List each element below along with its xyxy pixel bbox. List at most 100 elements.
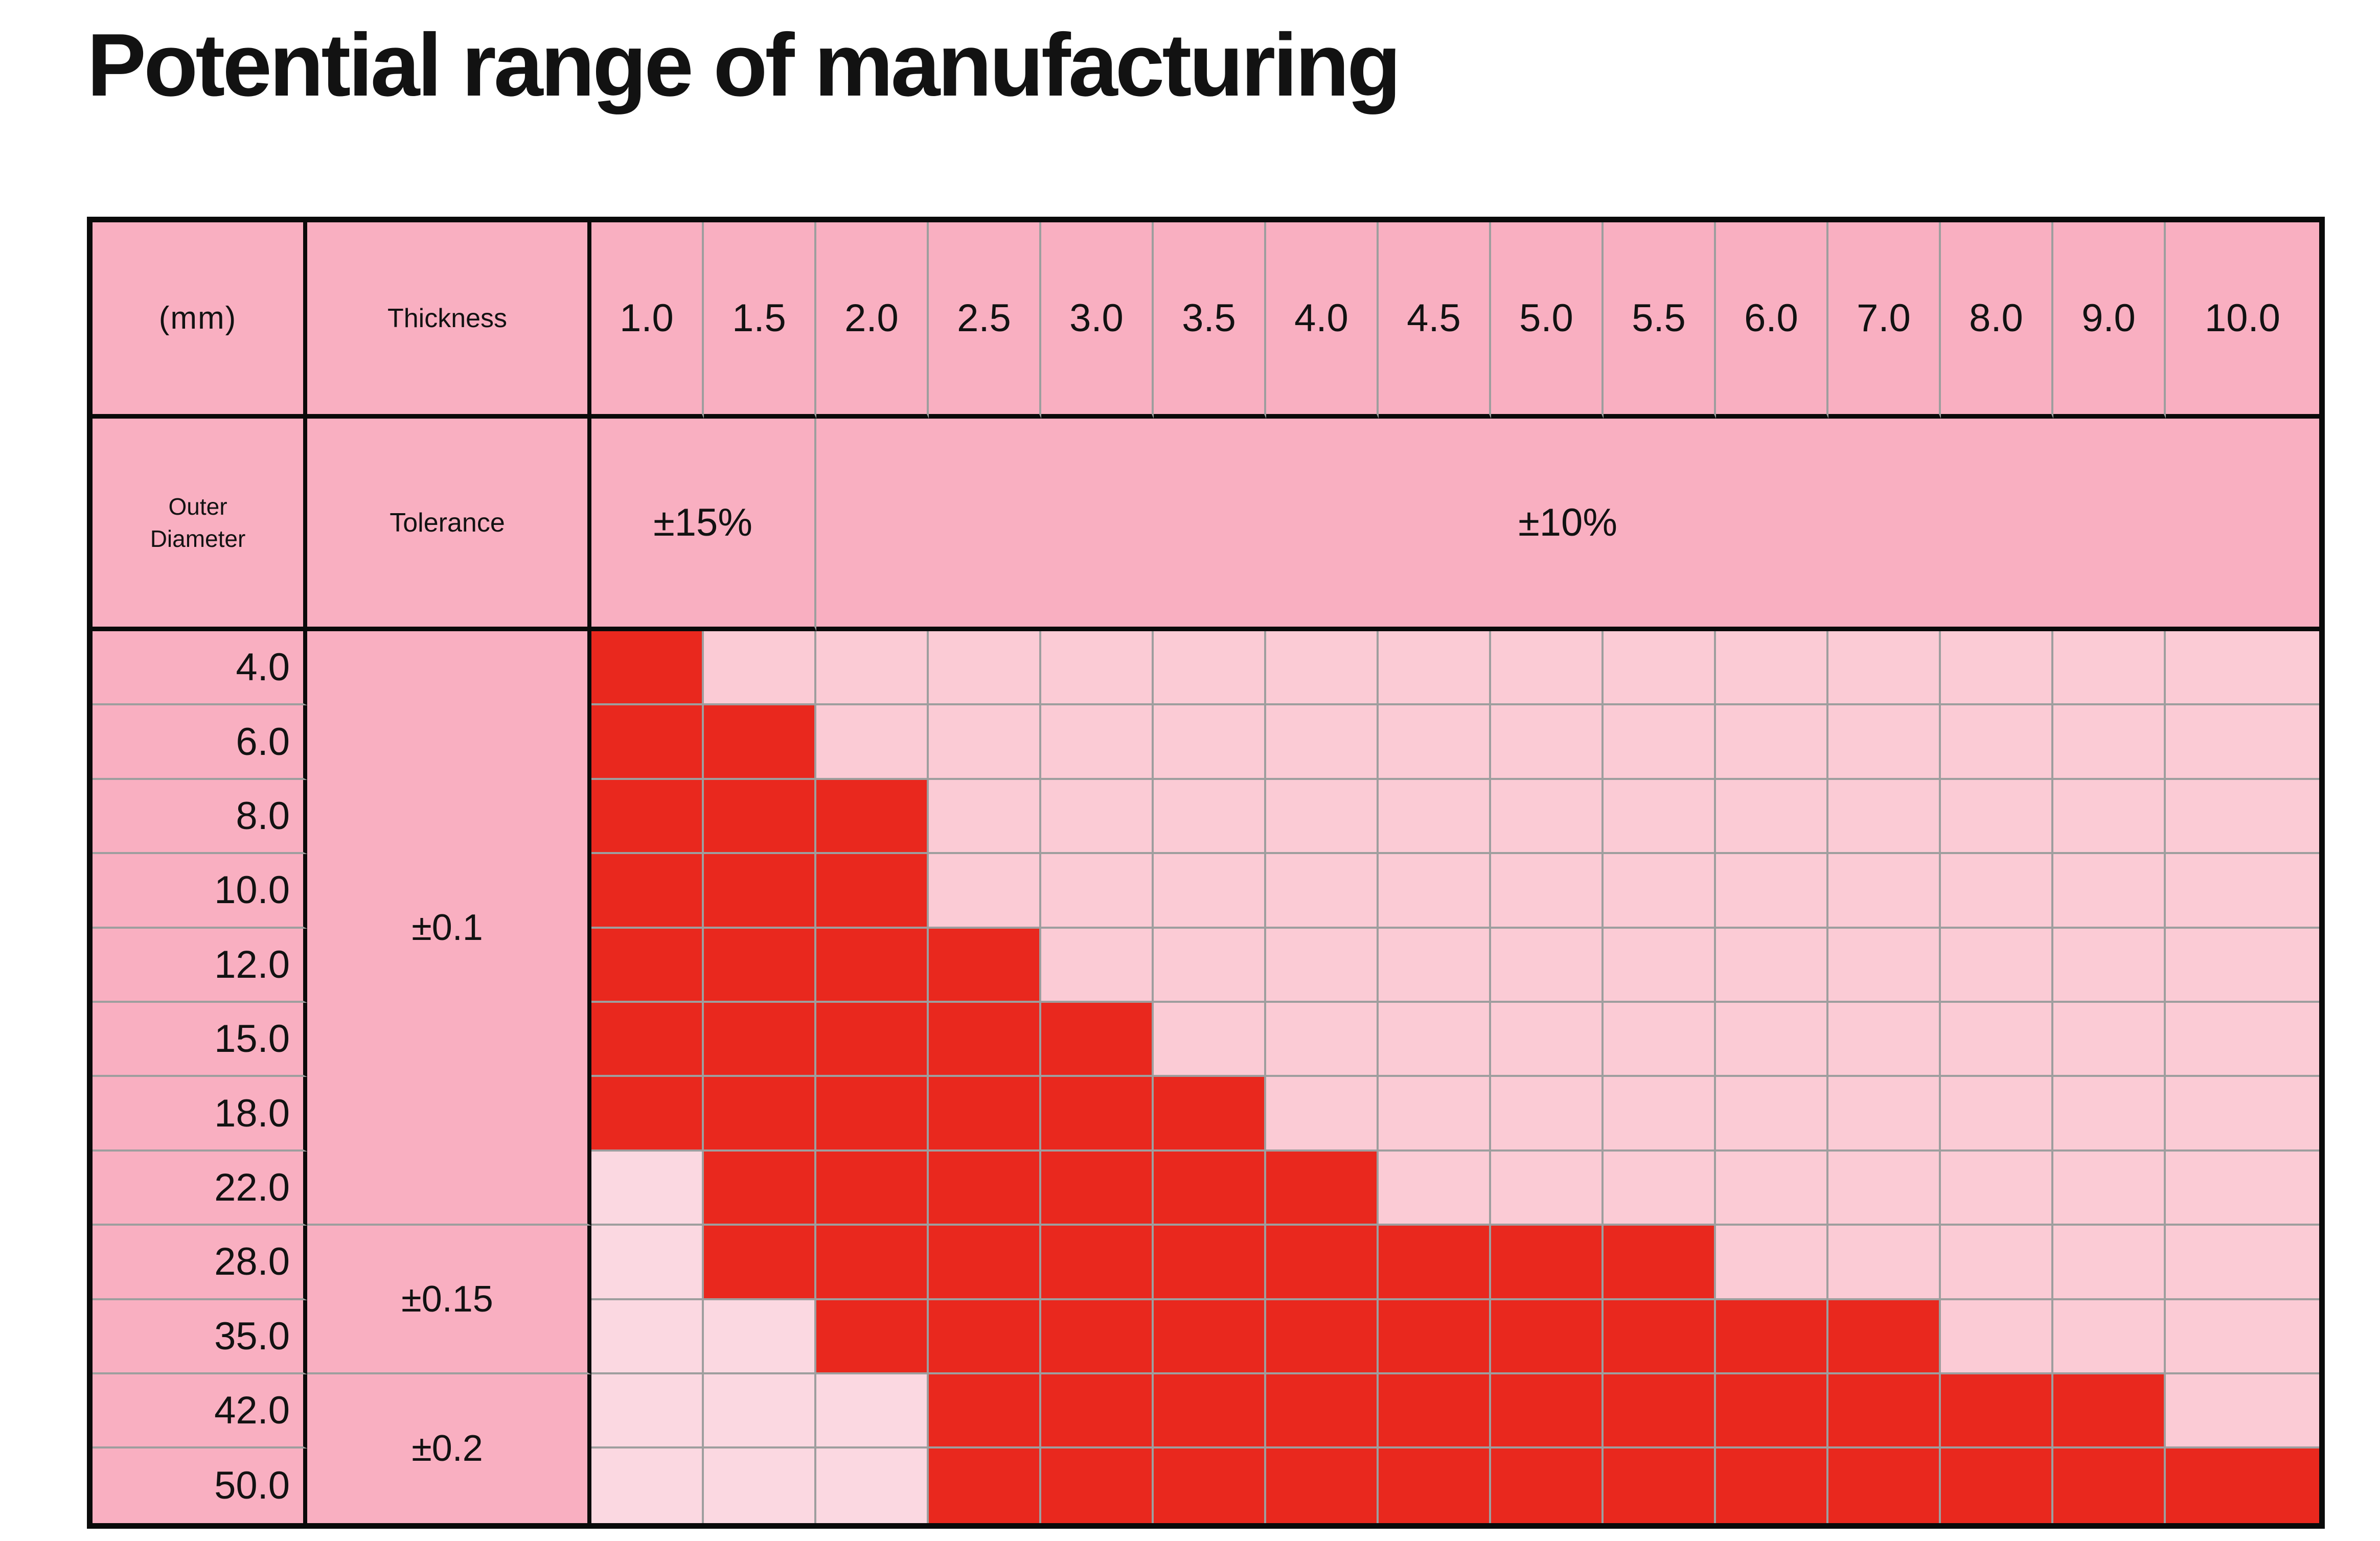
range-cell-od42.0-t10.0 (2166, 1374, 2319, 1449)
range-cell-od12.0-t5.0 (1491, 928, 1604, 1003)
range-cell-od28.0-t4.0 (1266, 1226, 1379, 1300)
range-cell-od50.0-t8.0 (1941, 1448, 2053, 1523)
range-cell-od15.0-t10.0 (2166, 1002, 2319, 1077)
diameter-value-8.0-text: 8.0 (236, 794, 290, 838)
thickness-header-2.5-text: 2.5 (957, 296, 1011, 340)
range-cell-od42.0-t2.5 (929, 1374, 1041, 1449)
range-cell-od15.0-t3.0 (1041, 1002, 1154, 1077)
diameter-value-18.0-text: 18.0 (214, 1091, 290, 1135)
range-cell-od42.0-t6.0 (1716, 1374, 1828, 1449)
range-cell-od12.0-t9.0 (2053, 928, 2166, 1003)
range-cell-od18.0-t4.5 (1379, 1077, 1491, 1152)
range-cell-od10.0-t4.0 (1266, 854, 1379, 929)
range-cell-od8.0-t2.5 (929, 779, 1041, 855)
range-cell-od35.0-t2.5 (929, 1300, 1041, 1374)
range-cell-od42.0-t2.0 (816, 1374, 929, 1449)
range-cell-od42.0-t8.0 (1941, 1374, 2053, 1449)
range-cell-od35.0-t4.0 (1266, 1300, 1379, 1374)
range-cell-od10.0-t5.0 (1491, 854, 1604, 929)
range-cell-od15.0-t6.0 (1716, 1002, 1828, 1077)
range-cell-od8.0-t7.0 (1828, 779, 1941, 855)
range-cell-od4.0-t5.0 (1491, 631, 1604, 706)
range-cell-od28.0-t7.0 (1828, 1226, 1941, 1300)
range-cell-od50.0-t2.5 (929, 1448, 1041, 1523)
range-cell-od10.0-t2.0 (816, 854, 929, 929)
range-cell-od22.0-t2.0 (816, 1151, 929, 1226)
range-cell-od4.0-t1.0 (591, 631, 704, 706)
thickness-header-4.0-text: 4.0 (1294, 296, 1348, 340)
range-cell-od22.0-t9.0 (2053, 1151, 2166, 1226)
range-cell-od18.0-t3.0 (1041, 1077, 1154, 1152)
range-cell-od10.0-t9.0 (2053, 854, 2166, 929)
range-cell-od42.0-t1.0 (591, 1374, 704, 1449)
thickness-header-2.0: 2.0 (816, 222, 929, 419)
range-cell-od6.0-t10.0 (2166, 705, 2319, 780)
thickness-tolerance-15pct: ±15% (591, 419, 816, 631)
range-cell-od15.0-t3.5 (1154, 1002, 1266, 1077)
range-cell-od35.0-t8.0 (1941, 1300, 2053, 1374)
range-cell-od42.0-t5.5 (1604, 1374, 1716, 1449)
page-title: Potential range of manufacturing (87, 15, 1401, 114)
range-cell-od8.0-t10.0 (2166, 779, 2319, 855)
range-cell-od4.0-t6.0 (1716, 631, 1828, 706)
range-cell-od28.0-t8.0 (1941, 1226, 2053, 1300)
range-cell-od22.0-t3.5 (1154, 1151, 1266, 1226)
thickness-tolerance-10pct-text: ±10% (1518, 501, 1617, 544)
diameter-tolerance-group-0-text: ±0.1 (411, 907, 483, 948)
thickness-header-2.5: 2.5 (929, 222, 1041, 419)
diameter-tolerance-group-2-text: ±0.2 (411, 1428, 483, 1469)
thickness-header-2.0-text: 2.0 (844, 296, 899, 340)
range-cell-od28.0-t6.0 (1716, 1226, 1828, 1300)
range-cell-od35.0-t1.0 (591, 1300, 704, 1374)
diameter-tolerance-group-1: ±0.15 (307, 1226, 591, 1374)
range-cell-od18.0-t2.0 (816, 1077, 929, 1152)
diameter-value-42.0-text: 42.0 (214, 1389, 290, 1433)
range-cell-od35.0-t3.5 (1154, 1300, 1266, 1374)
range-cell-od8.0-t3.0 (1041, 779, 1154, 855)
range-cell-od12.0-t5.5 (1604, 928, 1716, 1003)
range-cell-od4.0-t2.5 (929, 631, 1041, 706)
diameter-value-4.0: 4.0 (93, 631, 307, 706)
range-cell-od10.0-t2.5 (929, 854, 1041, 929)
range-cell-od15.0-t4.5 (1379, 1002, 1491, 1077)
range-cell-od50.0-t4.5 (1379, 1448, 1491, 1523)
unit-label: (mm) (93, 222, 307, 419)
diameter-value-28.0: 28.0 (93, 1226, 307, 1300)
range-cell-od18.0-t8.0 (1941, 1077, 2053, 1152)
range-cell-od12.0-t3.0 (1041, 928, 1154, 1003)
thickness-header-6.0-text: 6.0 (1744, 296, 1798, 340)
range-cell-od6.0-t1.0 (591, 705, 704, 780)
range-cell-od35.0-t3.0 (1041, 1300, 1154, 1374)
range-cell-od10.0-t7.0 (1828, 854, 1941, 929)
diameter-value-42.0: 42.0 (93, 1374, 307, 1449)
range-cell-od10.0-t8.0 (1941, 854, 2053, 929)
range-cell-od4.0-t4.0 (1266, 631, 1379, 706)
range-cell-od4.0-t5.5 (1604, 631, 1716, 706)
range-cell-od6.0-t5.0 (1491, 705, 1604, 780)
range-cell-od15.0-t1.0 (591, 1002, 704, 1077)
range-cell-od42.0-t1.5 (704, 1374, 816, 1449)
diameter-value-28.0-text: 28.0 (214, 1240, 290, 1284)
range-cell-od4.0-t2.0 (816, 631, 929, 706)
range-cell-od4.0-t7.0 (1828, 631, 1941, 706)
thickness-header-9.0: 9.0 (2053, 222, 2166, 419)
diameter-value-10.0: 10.0 (93, 854, 307, 929)
range-cell-od28.0-t3.0 (1041, 1226, 1154, 1300)
diameter-value-6.0-text: 6.0 (236, 720, 290, 764)
range-cell-od8.0-t8.0 (1941, 779, 2053, 855)
range-cell-od8.0-t2.0 (816, 779, 929, 855)
range-cell-od18.0-t2.5 (929, 1077, 1041, 1152)
range-cell-od8.0-t1.0 (591, 779, 704, 855)
range-cell-od18.0-t5.0 (1491, 1077, 1604, 1152)
thickness-header-1.5: 1.5 (704, 222, 816, 419)
thickness-header-1.0: 1.0 (591, 222, 704, 419)
range-cell-od10.0-t3.5 (1154, 854, 1266, 929)
range-cell-od10.0-t1.0 (591, 854, 704, 929)
range-cell-od50.0-t2.0 (816, 1448, 929, 1523)
range-cell-od4.0-t9.0 (2053, 631, 2166, 706)
thickness-header-3.0: 3.0 (1041, 222, 1154, 419)
range-cell-od6.0-t3.0 (1041, 705, 1154, 780)
thickness-header-1.5-text: 1.5 (732, 296, 786, 340)
thickness-header-6.0: 6.0 (1716, 222, 1828, 419)
diameter-value-10.0-text: 10.0 (214, 868, 290, 912)
